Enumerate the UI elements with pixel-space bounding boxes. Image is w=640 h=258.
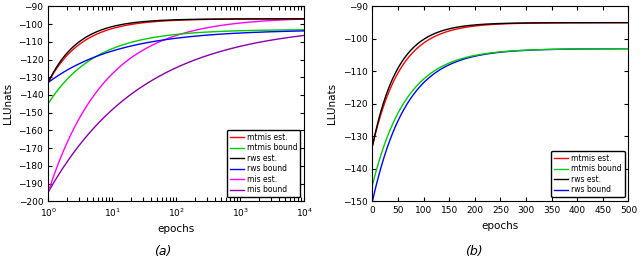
Line: mis bound: mis bound	[48, 35, 304, 192]
mis bound	[44, 191, 52, 194]
rws est.	[248, 17, 256, 20]
mtmis bound	[244, 29, 252, 32]
mtmis bound	[369, 182, 376, 186]
mtmis bound	[148, 36, 156, 39]
Line: rws bound: rws bound	[48, 31, 304, 83]
mtmis est.	[248, 18, 256, 21]
mis bound	[148, 79, 156, 82]
rws bound	[248, 31, 256, 34]
Line: rws est.: rws est.	[48, 19, 304, 83]
rws bound	[148, 40, 156, 43]
mtmis est.	[369, 143, 376, 147]
rws est.	[148, 19, 156, 22]
mis est.	[248, 20, 256, 23]
mtmis bound	[573, 47, 580, 51]
mtmis est.	[573, 21, 580, 24]
Y-axis label: LLUnats: LLUnats	[327, 83, 337, 124]
rws bound	[545, 48, 552, 51]
rws est.	[244, 17, 252, 20]
mis bound	[300, 34, 308, 37]
rws est.	[369, 143, 376, 146]
mtmis bound	[568, 47, 576, 51]
mtmis est.	[148, 20, 156, 23]
rws est.	[395, 65, 403, 68]
rws est.	[573, 21, 580, 24]
rws bound	[220, 32, 228, 35]
rws bound	[625, 47, 632, 50]
rws est.	[220, 18, 228, 21]
rws est.	[157, 19, 164, 22]
rws bound	[395, 118, 403, 121]
mtmis est.	[568, 21, 576, 24]
rws est.	[44, 81, 52, 84]
X-axis label: epochs: epochs	[482, 221, 519, 231]
rws est.	[625, 21, 632, 24]
mtmis est.	[44, 81, 52, 84]
rws est.	[472, 23, 480, 26]
mis est.	[300, 18, 308, 21]
mtmis est.	[545, 21, 552, 25]
rws bound	[472, 54, 480, 58]
Legend: mtmis est., mtmis bound, rws est., rws bound, mis est., mis bound: mtmis est., mtmis bound, rws est., rws b…	[227, 130, 300, 197]
mtmis est.	[625, 21, 632, 24]
Text: (a): (a)	[154, 245, 172, 258]
Line: rws bound: rws bound	[372, 49, 628, 200]
X-axis label: epochs: epochs	[157, 224, 195, 234]
Line: mis est.: mis est.	[48, 19, 304, 192]
mtmis bound	[395, 110, 403, 113]
Line: mtmis bound: mtmis bound	[48, 30, 304, 104]
Line: mtmis est.: mtmis est.	[372, 23, 628, 145]
mis est.	[157, 40, 164, 43]
mtmis bound	[248, 29, 256, 32]
mtmis bound	[157, 35, 164, 38]
rws est.	[568, 21, 576, 24]
rws bound	[300, 29, 308, 33]
mtmis bound	[44, 102, 52, 105]
mtmis est.	[481, 23, 489, 27]
rws est.	[300, 17, 308, 20]
rws bound	[481, 53, 489, 56]
rws bound	[573, 47, 580, 51]
rws est.	[70, 44, 78, 47]
mis est.	[220, 23, 228, 27]
mtmis bound	[300, 28, 308, 31]
mis bound	[70, 150, 78, 154]
Line: rws est.: rws est.	[372, 23, 628, 145]
mis bound	[220, 49, 228, 52]
rws bound	[44, 81, 52, 84]
mtmis est.	[300, 17, 308, 20]
mtmis est.	[472, 24, 480, 27]
rws bound	[70, 65, 78, 68]
mis bound	[157, 74, 164, 77]
mis est.	[244, 21, 252, 24]
mtmis bound	[220, 30, 228, 33]
mis est.	[44, 191, 52, 194]
Line: mtmis est.: mtmis est.	[48, 19, 304, 83]
mtmis est.	[220, 18, 228, 21]
mtmis bound	[625, 47, 632, 50]
rws bound	[244, 31, 252, 34]
mtmis bound	[70, 71, 78, 74]
rws bound	[568, 47, 576, 51]
mtmis est.	[157, 20, 164, 23]
rws est.	[481, 23, 489, 26]
rws est.	[545, 21, 552, 24]
mis est.	[70, 126, 78, 129]
mis bound	[248, 42, 256, 45]
mtmis est.	[244, 18, 252, 21]
mtmis bound	[481, 52, 489, 55]
rws bound	[157, 39, 164, 42]
mis bound	[244, 43, 252, 46]
rws bound	[369, 199, 376, 202]
Line: mtmis bound: mtmis bound	[372, 49, 628, 184]
Y-axis label: LLUnats: LLUnats	[3, 83, 13, 124]
mtmis bound	[545, 48, 552, 51]
mtmis est.	[70, 47, 78, 50]
mtmis est.	[395, 70, 403, 73]
mis est.	[148, 44, 156, 47]
Legend: mtmis est., mtmis bound, rws est., rws bound: mtmis est., mtmis bound, rws est., rws b…	[551, 151, 625, 197]
Text: (b): (b)	[465, 245, 483, 258]
mtmis bound	[472, 54, 480, 57]
